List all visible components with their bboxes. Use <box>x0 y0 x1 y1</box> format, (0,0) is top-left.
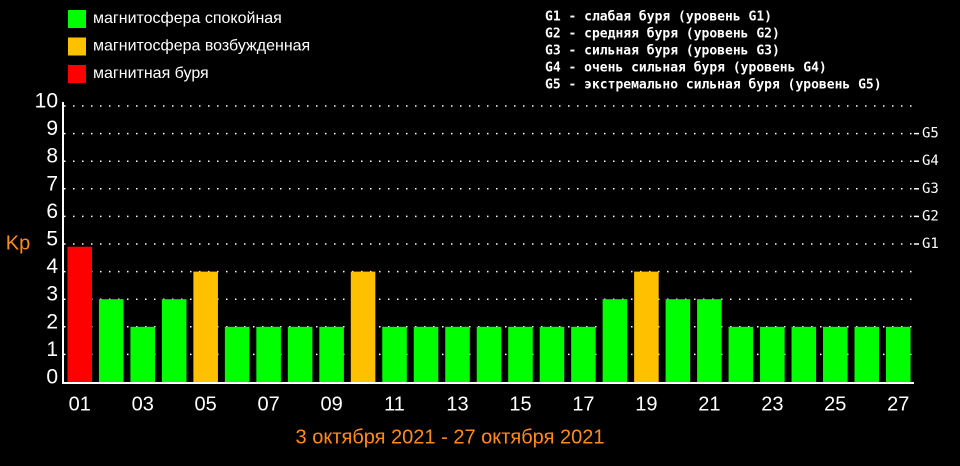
bar <box>634 271 659 382</box>
y-tick-label: 9 <box>46 117 58 140</box>
bar <box>445 326 470 382</box>
bar <box>382 326 407 382</box>
bar <box>224 326 250 382</box>
x-tick-label: 19 <box>635 393 657 415</box>
y2-tick-label: G2 <box>922 208 939 224</box>
y-tick-label: 4 <box>46 255 58 278</box>
y-tick-label: 0 <box>46 366 58 389</box>
bar <box>67 246 93 382</box>
x-tick-label: 09 <box>320 393 342 415</box>
x-tick-label: 21 <box>698 393 720 415</box>
bar <box>161 299 187 382</box>
bar <box>319 326 344 382</box>
chart-title: 3 октября 2021 - 27 октября 2021 <box>296 426 605 448</box>
y-tick-label: 1 <box>46 338 58 361</box>
x-tick-label: 11 <box>384 393 405 415</box>
y2-tick-label: G1 <box>922 236 939 252</box>
x-tick-label: 15 <box>509 393 531 415</box>
bar <box>885 326 911 382</box>
x-tick-label: 25 <box>824 393 846 415</box>
x-tick-label: 13 <box>446 393 468 415</box>
bar <box>413 326 439 382</box>
x-tick-label: 17 <box>572 393 594 415</box>
bar <box>350 271 376 382</box>
y2-tick-label: G5 <box>922 126 939 142</box>
y-tick-label: 10 <box>35 90 58 113</box>
y-tick-label: 5 <box>46 228 58 251</box>
bar <box>728 326 754 382</box>
storm-note: G4 - очень сильная буря (уровень G4) <box>545 61 827 76</box>
bar <box>508 326 533 382</box>
legend-swatch <box>68 65 86 83</box>
x-tick-label: 23 <box>761 393 783 415</box>
bar <box>476 326 502 382</box>
x-tick-label: 07 <box>258 393 280 415</box>
y-tick-label: 2 <box>46 310 58 333</box>
bar <box>193 271 218 382</box>
bar <box>98 299 124 382</box>
x-tick-label: 03 <box>132 393 154 415</box>
bar <box>760 326 785 382</box>
bar <box>602 299 628 382</box>
bar <box>539 326 565 382</box>
y-tick-label: 8 <box>46 145 58 168</box>
bar <box>665 299 691 382</box>
y2-tick-label: G4 <box>922 153 939 169</box>
x-tick-label: 27 <box>887 393 909 415</box>
legend-swatch <box>68 37 86 56</box>
legend-label: магнитосфера возбужденная <box>93 38 310 55</box>
storm-note: G1 - слабая буря (уровень G1) <box>545 10 772 25</box>
y2-tick-label: G3 <box>922 181 939 197</box>
y-tick-label: 7 <box>46 172 58 195</box>
bar <box>854 326 880 382</box>
bar <box>697 299 722 382</box>
x-tick-label: 01 <box>69 393 91 415</box>
bar <box>791 326 817 382</box>
bar <box>823 326 848 382</box>
x-tick-label: 05 <box>195 393 217 415</box>
y-tick-label: 3 <box>46 283 58 306</box>
legend-label: магнитная буря <box>93 65 209 82</box>
bar <box>130 326 155 382</box>
storm-note: G3 - сильная буря (уровень G3) <box>545 44 780 59</box>
bar <box>287 326 313 382</box>
bar <box>571 326 596 382</box>
bar <box>256 326 281 382</box>
legend-swatch <box>68 10 86 28</box>
y-axis-label: Kp <box>6 232 30 254</box>
legend-label: магнитосфера спокойная <box>93 10 282 27</box>
y-tick-label: 6 <box>46 200 58 223</box>
storm-note: G2 - средняя буря (уровень G2) <box>545 27 780 42</box>
storm-note: G5 - экстремально сильная буря (уровень … <box>545 78 882 93</box>
